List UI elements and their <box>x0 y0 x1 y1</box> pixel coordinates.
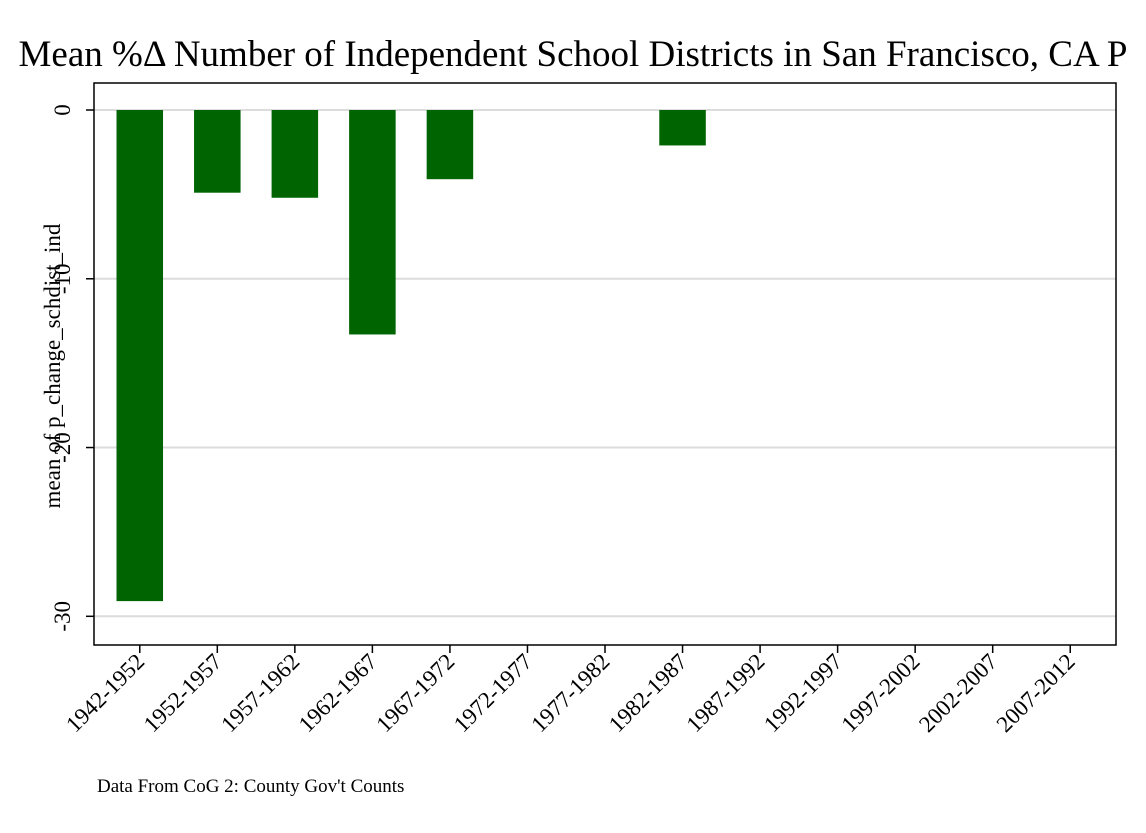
y-tick-label: -20 <box>50 432 75 463</box>
bar <box>659 110 706 146</box>
y-tick-label: -30 <box>50 601 75 632</box>
x-tick-label: 1962-1967 <box>294 649 382 737</box>
bar <box>349 110 396 335</box>
x-tick-label: 1967-1972 <box>371 649 459 737</box>
x-tick-label: 1977-1982 <box>526 649 614 737</box>
x-tick-label: 1992-1997 <box>759 649 847 737</box>
x-tick-label: 1957-1962 <box>216 649 304 737</box>
x-axis-ticks: 1942-19521952-19571957-19621962-19671967… <box>61 645 1080 737</box>
x-tick-label: 1997-2002 <box>837 649 925 737</box>
bar <box>426 110 474 180</box>
chart-title: Mean %Δ Number of Independent School Dis… <box>19 34 1128 75</box>
y-axis-ticks: 0 -10 -20 -30 <box>50 104 94 632</box>
bar <box>271 110 319 198</box>
bars <box>116 110 706 602</box>
bar <box>116 110 164 602</box>
x-tick-label: 2002-2007 <box>914 649 1002 737</box>
x-tick-label: 2007-2012 <box>992 649 1080 737</box>
x-tick-label: 1987-1992 <box>681 649 769 737</box>
x-tick-label: 1972-1977 <box>449 649 537 737</box>
x-tick-label: 1982-1987 <box>604 649 692 737</box>
y-tick-label: -10 <box>50 263 75 294</box>
y-axis-label: mean of p_change_schdist_ind <box>40 223 65 508</box>
y-tick-label: 0 <box>50 104 75 116</box>
gridlines <box>94 109 1116 618</box>
plot-frame <box>93 82 1117 646</box>
x-tick-label: 1942-1952 <box>61 649 149 737</box>
bar <box>194 110 241 193</box>
x-tick-label: 1952-1957 <box>139 649 227 737</box>
source-note: Data From CoG 2: County Gov't Counts <box>97 776 404 797</box>
